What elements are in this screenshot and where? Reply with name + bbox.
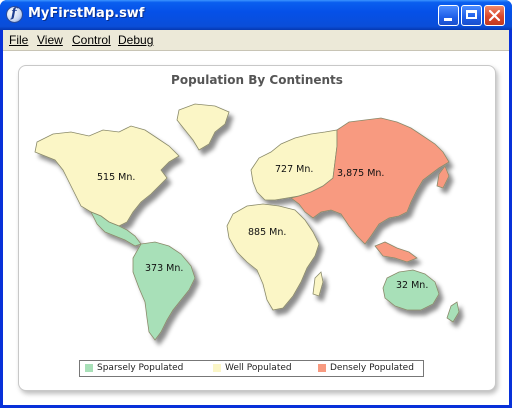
maximize-icon: [466, 10, 477, 19]
close-icon: [488, 9, 501, 22]
region-south-america[interactable]: [132, 241, 196, 341]
close-button[interactable]: [484, 5, 505, 26]
label-australia: 32 Mn.: [396, 280, 428, 291]
region-asia[interactable]: [290, 117, 450, 245]
label-europe: 727 Mn.: [275, 164, 313, 175]
label-asia: 3,875 Mn.: [337, 168, 384, 179]
map-panel: Population By Continents: [18, 65, 496, 391]
legend-label-dense: Densely Populated: [330, 363, 414, 373]
minimize-icon: [444, 18, 452, 21]
menu-control[interactable]: Control: [72, 33, 111, 47]
label-south-america: 373 Mn.: [145, 263, 183, 274]
region-madagascar[interactable]: [312, 271, 324, 297]
flash-content-area: Population By Continents: [3, 51, 509, 405]
label-north-america: 515 Mn.: [97, 172, 135, 183]
map-legend: Sparsely Populated Well Populated Densel…: [79, 360, 424, 377]
menu-view[interactable]: View: [37, 33, 63, 47]
region-africa[interactable]: [226, 203, 320, 311]
region-australia[interactable]: [382, 269, 440, 311]
region-japan[interactable]: [436, 165, 450, 189]
map-title: Population By Continents: [171, 73, 343, 87]
legend-label-sparse: Sparsely Populated: [97, 363, 184, 373]
menu-bar: File View Control Debug: [3, 30, 509, 51]
maximize-button[interactable]: [461, 5, 482, 26]
region-southeast-asia-islands[interactable]: [374, 241, 418, 263]
menu-debug[interactable]: Debug: [118, 33, 154, 47]
menu-file[interactable]: File: [9, 33, 29, 47]
region-greenland[interactable]: [176, 103, 230, 151]
flash-player-icon: f: [6, 6, 23, 23]
world-map: 515 Mn. 373 Mn. 727 Mn. 885 Mn. 3,875 Mn…: [34, 103, 460, 341]
legend-label-well: Well Populated: [225, 363, 292, 373]
legend-swatch-dense: [318, 364, 326, 372]
title-bar[interactable]: f MyFirstMap.swf: [0, 0, 512, 30]
legend-swatch-sparse: [85, 364, 93, 372]
minimize-button[interactable]: [438, 5, 459, 26]
legend-swatch-well: [213, 364, 221, 372]
label-africa: 885 Mn.: [248, 227, 286, 238]
window-title: MyFirstMap.swf: [28, 6, 145, 21]
region-north-america[interactable]: [34, 125, 180, 227]
region-new-zealand[interactable]: [446, 301, 460, 323]
